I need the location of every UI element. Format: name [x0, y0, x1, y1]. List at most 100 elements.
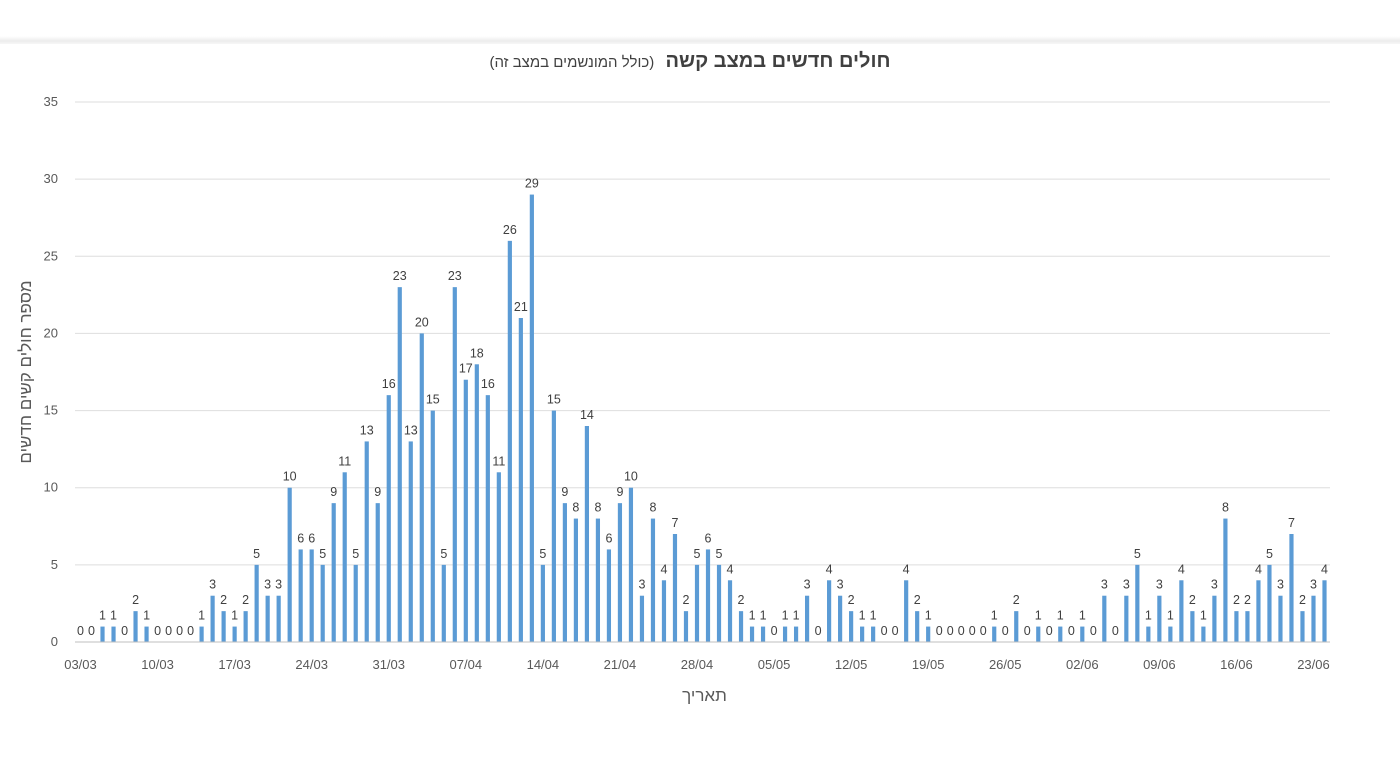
x-tick-label: 05/05	[758, 657, 791, 672]
data-label: 5	[1134, 547, 1141, 561]
bar	[1322, 580, 1327, 642]
x-axis-ticks: 03/03 10/03 17/03 24/03 31/03 07/04 14/04 21/04…	[64, 657, 1330, 672]
bar	[793, 626, 799, 642]
bar	[1036, 626, 1041, 642]
x-axis-title: תאריך	[682, 686, 727, 705]
data-label: 2	[242, 593, 249, 607]
bar	[551, 410, 556, 642]
data-label: 3	[209, 578, 216, 592]
x-tick-label: 23/06	[1297, 657, 1330, 672]
data-label: 1	[198, 609, 205, 623]
data-label: 2	[848, 593, 855, 607]
data-label: 9	[561, 485, 568, 499]
bar	[375, 503, 380, 642]
data-label: 2	[914, 593, 921, 607]
data-label: 14	[580, 408, 594, 422]
data-label: 0	[88, 624, 95, 638]
bar	[1256, 580, 1261, 642]
data-label: 1	[870, 609, 877, 623]
data-label: 23	[448, 269, 462, 283]
bar	[342, 472, 347, 642]
data-label: 0	[165, 624, 172, 638]
bar	[474, 364, 479, 642]
data-label: 3	[1156, 578, 1163, 592]
bar	[1102, 595, 1107, 642]
data-label: 7	[672, 516, 679, 530]
data-label: 1	[1057, 609, 1064, 623]
data-label: 18	[470, 346, 484, 360]
data-label: 8	[1222, 501, 1229, 515]
bar	[452, 287, 457, 642]
bar	[529, 194, 534, 643]
data-label: 0	[1068, 624, 1075, 638]
data-label: 10	[283, 470, 297, 484]
data-label: 4	[826, 562, 833, 576]
x-tick-label: 26/05	[989, 657, 1022, 672]
data-label: 3	[804, 578, 811, 592]
data-label: 4	[660, 562, 667, 576]
bar	[441, 564, 446, 642]
data-label: 0	[1024, 624, 1031, 638]
bar	[1080, 626, 1085, 642]
data-label: 0	[1112, 624, 1119, 638]
bar	[650, 518, 656, 642]
data-label: 4	[903, 562, 910, 576]
bar	[705, 549, 711, 642]
data-label: 5	[253, 547, 260, 561]
data-label: 4	[727, 562, 734, 576]
data-label: 9	[330, 485, 337, 499]
bar	[562, 503, 567, 642]
data-label: 5	[716, 547, 723, 561]
data-label: 6	[705, 531, 712, 545]
bar	[232, 626, 237, 642]
x-tick-label: 07/04	[450, 657, 483, 672]
x-tick-label: 21/04	[604, 657, 637, 672]
data-label: 0	[771, 624, 778, 638]
data-label: 17	[459, 362, 473, 376]
data-label: 0	[154, 624, 161, 638]
y-tick-label: 30	[44, 171, 58, 186]
bar	[573, 518, 578, 642]
bar	[100, 626, 105, 642]
bar	[849, 611, 854, 642]
bar	[210, 595, 215, 642]
bar	[518, 318, 523, 642]
bar	[860, 626, 865, 642]
data-label: 1	[99, 609, 106, 623]
bar	[133, 611, 138, 642]
data-label: 8	[649, 501, 656, 515]
data-label: 15	[547, 393, 561, 407]
data-label: 2	[1013, 593, 1020, 607]
bar	[992, 626, 997, 642]
bar	[838, 595, 843, 642]
bar	[628, 487, 634, 642]
data-label: 1	[859, 609, 866, 623]
data-label: 1	[1145, 609, 1152, 623]
data-label: 1	[760, 609, 767, 623]
data-label: 3	[1101, 578, 1108, 592]
bar	[221, 611, 226, 642]
bar	[430, 410, 435, 642]
data-label: 0	[176, 624, 183, 638]
bar	[727, 580, 733, 642]
data-label: 9	[616, 485, 623, 499]
data-label: 1	[110, 609, 117, 623]
data-label: 1	[991, 609, 998, 623]
data-label: 0	[881, 624, 888, 638]
data-label: 5	[440, 547, 447, 561]
bar	[584, 426, 589, 642]
bar	[1157, 595, 1162, 642]
bar	[694, 564, 700, 642]
data-label: 4	[1321, 562, 1328, 576]
x-tick-label: 16/06	[1220, 657, 1253, 672]
data-label: 3	[1310, 578, 1317, 592]
bar	[298, 549, 303, 642]
bar	[1300, 611, 1305, 642]
y-tick-label: 35	[44, 94, 58, 109]
bar	[1311, 595, 1316, 642]
data-label: 4	[1178, 562, 1185, 576]
bar	[1179, 580, 1184, 642]
bar	[606, 549, 612, 642]
bar	[1267, 564, 1272, 642]
bar	[485, 395, 490, 642]
